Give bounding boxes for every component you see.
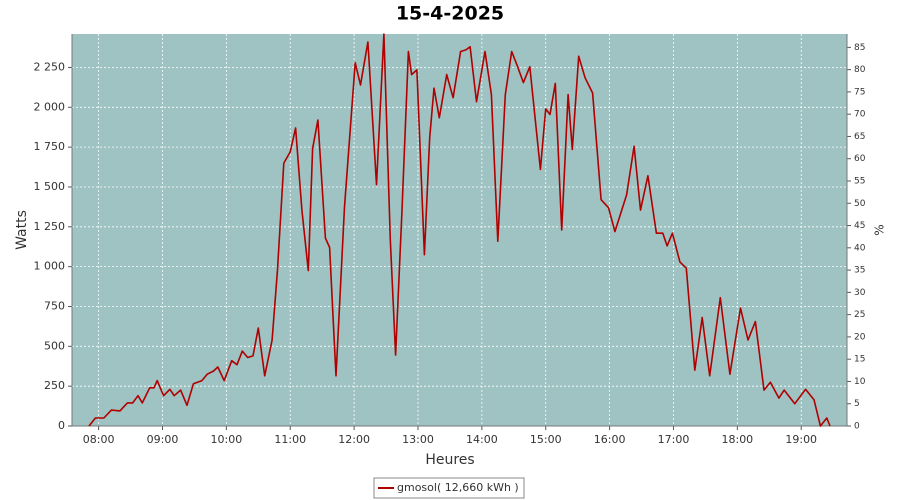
y2-tick-label: 55: [854, 177, 865, 187]
x-tick-label: 17:00: [658, 433, 690, 446]
x-tick-label: 08:00: [83, 433, 115, 446]
y2-tick-label: 20: [854, 332, 866, 342]
y-tick-label: 1 000: [34, 260, 66, 273]
y-tick-label: 250: [44, 379, 65, 392]
y2-tick-label: 65: [854, 132, 865, 142]
y-tick-label: 2 250: [34, 60, 66, 73]
y2-tick-label: 80: [854, 65, 866, 75]
y2-tick-label: 30: [854, 288, 866, 298]
x-tick-label: 11:00: [274, 433, 306, 446]
y2-tick-label: 10: [854, 377, 866, 387]
y-tick-label: 2 000: [34, 100, 66, 113]
y2-tick-label: 35: [854, 266, 865, 276]
y2-tick-label: 45: [854, 221, 865, 231]
legend-label: gmosol( 12,660 kWh ): [397, 481, 519, 494]
x-tick-label: 18:00: [721, 433, 753, 446]
legend-box: [373, 477, 525, 499]
y-tick-label: 1 500: [34, 180, 66, 193]
y2-tick-label: 40: [854, 243, 866, 253]
x-tick-label: 14:00: [466, 433, 498, 446]
y2-tick-label: 25: [854, 310, 865, 320]
x-tick-label: 13:00: [402, 433, 434, 446]
y2-tick-label: 15: [854, 355, 865, 365]
y2-tick-label: 70: [854, 110, 866, 120]
y2-tick-label: 5: [854, 399, 860, 409]
y-tick-label: 1 250: [34, 220, 66, 233]
y2-tick-label: 50: [854, 199, 866, 209]
y-tick-label: 1 750: [34, 140, 66, 153]
y2-tick-label: 85: [854, 43, 865, 53]
x-tick-label: 15:00: [530, 433, 562, 446]
x-tick-label: 16:00: [594, 433, 626, 446]
data-line: [88, 33, 831, 427]
y2-tick-label: 0: [854, 422, 860, 432]
y-tick-label: 0: [58, 419, 65, 432]
chart-title: 15-4-2025: [396, 3, 504, 25]
y2-axis-label: %: [873, 224, 887, 235]
x-tick-label: 12:00: [338, 433, 370, 446]
x-tick-label: 10:00: [211, 433, 243, 446]
y-tick-label: 500: [44, 339, 65, 352]
y2-tick-label: 75: [854, 87, 865, 97]
x-axis-label: Heures: [425, 452, 474, 468]
y2-tick-label: 60: [854, 154, 866, 164]
plot-area: [72, 34, 847, 426]
x-tick-label: 19:00: [785, 433, 817, 446]
x-tick-label: 09:00: [147, 433, 179, 446]
y-axis-label: Watts: [14, 210, 30, 250]
y-tick-label: 750: [44, 299, 65, 312]
